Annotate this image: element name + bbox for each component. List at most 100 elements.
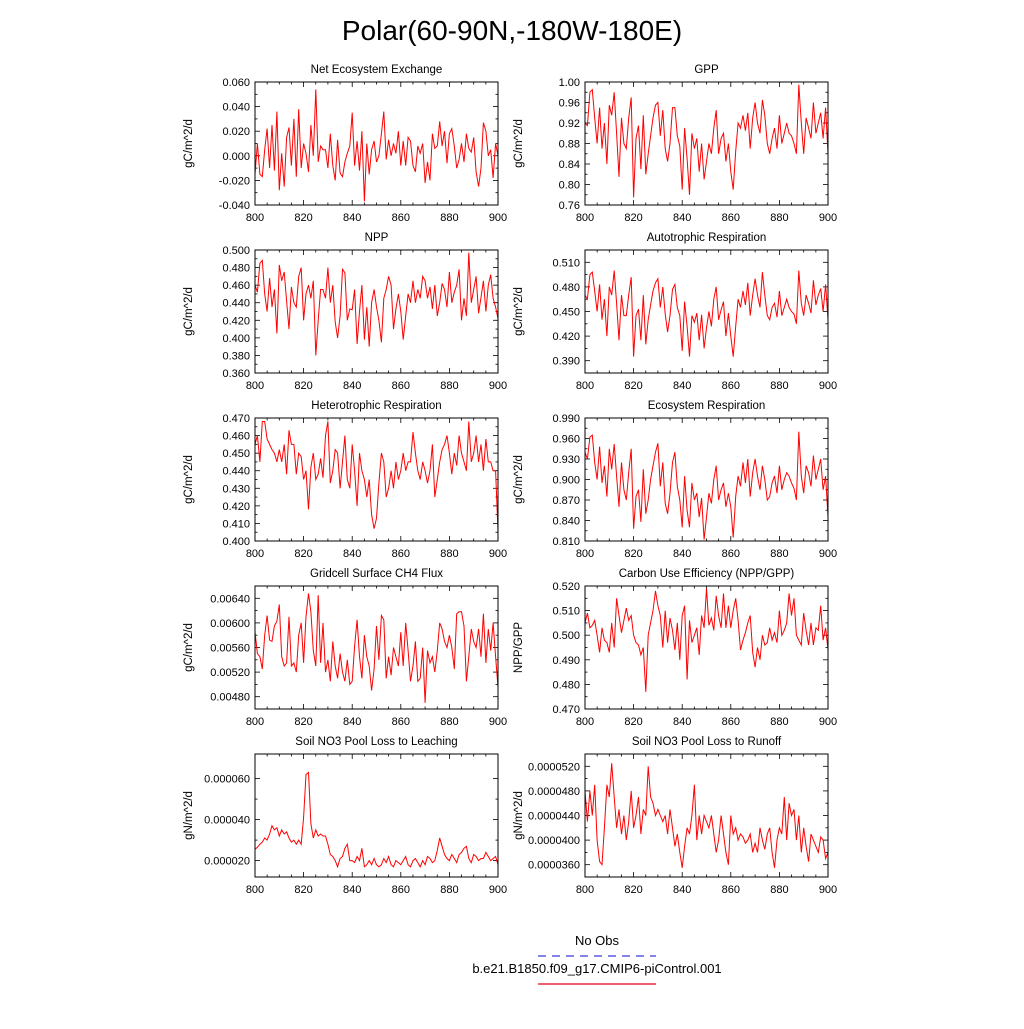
plot-frame [254,417,499,542]
legend: No Obs b.e21.B1850.f09_g17.CMIP6-piContr… [472,933,722,985]
x-tick-label: 900 [819,548,837,560]
x-tick-label: 900 [489,380,507,392]
series-line [254,771,499,869]
x-tick-label: 880 [440,716,458,728]
x-tick-label: 880 [440,380,458,392]
x-tick-label: 800 [246,884,264,896]
y-tick-label: 0.400 [222,333,250,345]
chart-panel-8: Carbon Use Efficiency (NPP/GPP) NPP/GPP 80… [513,568,837,728]
plot-frame [584,753,829,878]
plot-frame [254,81,499,206]
y-tick-label: 0.0000360 [528,860,580,872]
chart-panel-4: Autotrophic Respiration gC/m^2/d 800 820 840… [513,232,837,392]
x-tick-label: 840 [343,380,361,392]
series-line [254,252,499,356]
y-tick-label: 0.00600 [210,618,250,630]
panel-title: Net Ecosystem Exchange [311,64,443,76]
y-tick-label: 0.510 [552,606,580,618]
x-tick-label: 900 [489,716,507,728]
x-tick-label: 860 [392,212,410,224]
x-tick-label: 840 [673,380,691,392]
x-tick-label: 800 [576,548,594,560]
x-tick-label: 800 [246,548,264,560]
plot-frame [584,417,829,542]
x-tick-label: 900 [819,884,837,896]
x-tick-label: 900 [489,212,507,224]
x-tick-label: 820 [294,716,312,728]
y-tick-label: 0.960 [552,434,580,446]
panel-title: Autotrophic Respiration [647,232,767,244]
chart-panel-5: Heterotrophic Respiration gC/m^2/d 800 820 8… [183,400,507,560]
y-tick-label: 0.00640 [210,593,250,605]
panel-title: Soil NO3 Pool Loss to Leaching [295,736,457,748]
y-tick-label: 0.480 [552,282,580,294]
panel-title: Heterotrophic Respiration [311,400,441,412]
x-tick-label: 800 [576,716,594,728]
y-tick-label: 1.00 [559,77,580,89]
x-tick-label: 840 [673,548,691,560]
x-tick-label: 880 [440,884,458,896]
x-tick-label: 860 [722,548,740,560]
x-tick-label: 880 [770,380,788,392]
y-tick-label: 0.000 [222,151,250,163]
x-tick-label: 880 [440,548,458,560]
y-tick-label: 0.0000440 [528,811,580,823]
x-tick-label: 860 [722,884,740,896]
y-axis-label: gN/m^2/d [183,791,195,840]
x-tick-label: 800 [576,884,594,896]
chart-panel-6: Ecosystem Respiration gC/m^2/d 800 820 840 86… [513,400,837,560]
x-tick-label: 840 [673,212,691,224]
y-tick-label: 0.92 [559,118,580,130]
y-tick-label: 0.460 [222,431,250,443]
x-tick-label: 800 [246,212,264,224]
x-tick-label: 860 [392,548,410,560]
series-line [584,270,829,357]
x-tick-label: 860 [392,380,410,392]
series-line [584,588,829,692]
y-tick-label: 0.500 [552,630,580,642]
x-tick-label: 860 [722,716,740,728]
x-tick-label: 900 [489,884,507,896]
plot-frame [584,585,829,710]
y-tick-label: 0.450 [222,448,250,460]
y-tick-label: 0.930 [552,454,580,466]
y-axis-label: gC/m^2/d [183,119,195,168]
x-tick-label: 840 [343,716,361,728]
y-tick-label: 0.440 [222,298,250,310]
y-tick-label: 0.810 [552,536,580,548]
y-tick-label: 0.390 [552,356,580,368]
y-tick-label: 0.460 [222,280,250,292]
y-axis-label: gC/m^2/d [513,287,525,336]
legend-obs-label: No Obs [575,933,620,948]
y-tick-label: -0.040 [219,200,250,212]
panel-title: NPP [365,232,389,244]
y-tick-label: 0.00520 [210,667,250,679]
y-tick-label: 0.80 [559,180,580,192]
y-tick-label: 0.900 [552,475,580,487]
y-tick-label: 0.500 [222,245,250,257]
x-tick-label: 860 [392,884,410,896]
x-tick-label: 820 [624,716,642,728]
y-axis-label: gN/m^2/d [513,791,525,840]
y-tick-label: 0.870 [552,495,580,507]
x-tick-label: 820 [624,212,642,224]
y-tick-label: 0.520 [552,581,580,593]
plot-frame [254,753,499,878]
x-tick-label: 900 [819,380,837,392]
x-tick-label: 820 [624,380,642,392]
x-tick-label: 880 [770,212,788,224]
plot-frame [584,81,829,206]
legend-model-label: b.e21.B1850.f09_g17.CMIP6-piControl.001 [472,961,721,976]
y-tick-label: 0.420 [222,501,250,513]
series-line [584,431,829,540]
x-tick-label: 880 [770,548,788,560]
y-tick-label: 0.00480 [210,692,250,704]
x-tick-label: 820 [294,548,312,560]
y-axis-label: NPP/GPP [513,622,525,673]
panel-title: Ecosystem Respiration [648,400,766,412]
x-tick-label: 880 [770,716,788,728]
y-tick-label: 0.470 [552,704,580,716]
y-tick-label: 0.000020 [204,856,250,868]
